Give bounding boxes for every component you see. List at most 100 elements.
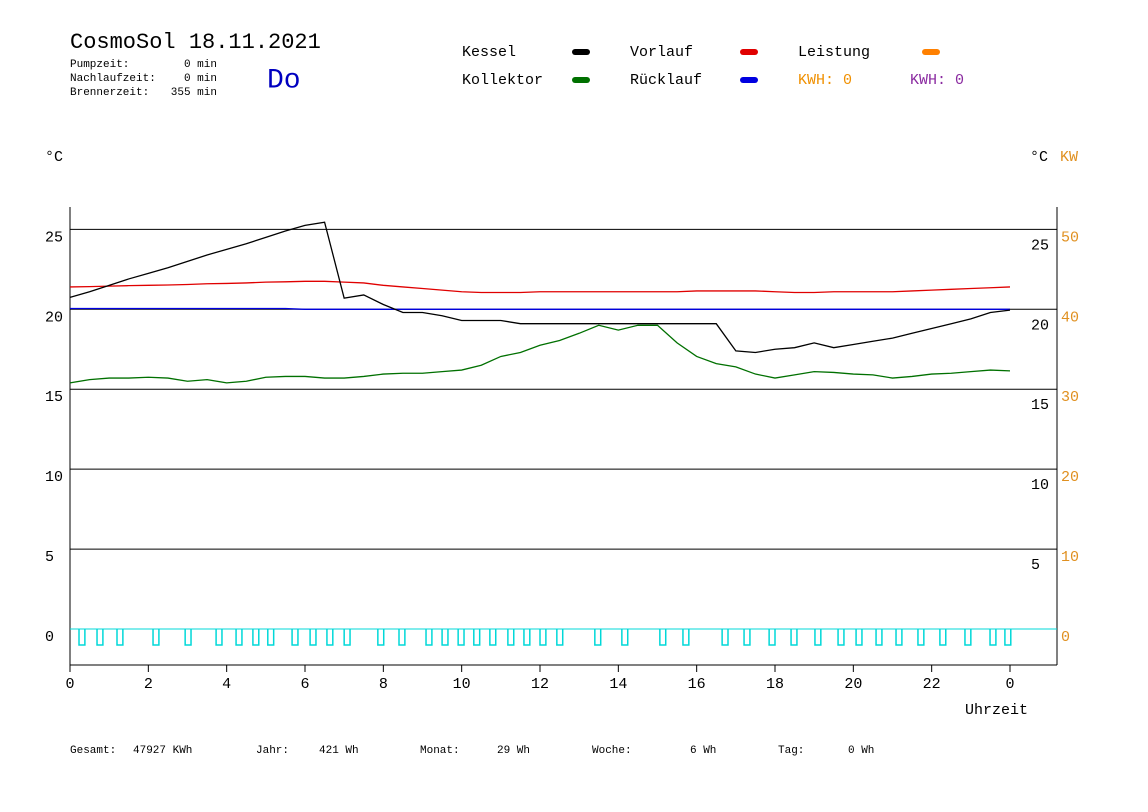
y2-tick-label: 30 [1061,389,1079,406]
stat-label: Pumpzeit: [70,59,129,71]
footer-value: 29 Wh [497,745,530,757]
x-tick-label: 20 [844,676,862,693]
y-right-tick-label: 10 [1031,477,1049,494]
y2-tick-label: 50 [1061,229,1079,246]
pulse [594,629,602,646]
pulse [425,629,433,646]
pulse [215,629,223,646]
series-line [69,221,1011,354]
pulse [814,629,822,646]
y-tick-label: 0 [45,629,54,646]
pulse [116,629,124,646]
y-tick-label: 15 [45,389,63,406]
x-tick-label: 16 [688,676,706,693]
x-tick-label: 6 [300,676,309,693]
pulse [235,629,243,646]
x-tick-label: 0 [1005,676,1014,693]
y2-tick-label: 10 [1061,549,1079,566]
pulse [939,629,947,646]
y-right-tick-label: 15 [1031,397,1049,414]
pulse [398,629,406,646]
pulse [457,629,465,646]
footer-value: 47927 KWh [133,745,192,757]
legend-swatch [922,49,940,55]
pulse [252,629,260,646]
pulse [682,629,690,646]
pulse [78,629,86,646]
pulse [1004,629,1012,646]
footer-label: Monat: [420,745,460,757]
footer-value: 0 Wh [848,745,874,757]
title: CosmoSol 18.11.2021 [70,30,321,55]
legend-swatch [740,49,758,55]
pulse [875,629,883,646]
y2-tick-label: 0 [1061,629,1070,646]
x-tick-label: 10 [453,676,471,693]
footer-label: Jahr: [256,745,289,757]
pulse [523,629,531,646]
day: Do [267,65,301,96]
legend-label: Leistung [798,44,870,61]
footer-value: 6 Wh [690,745,716,757]
footer-label: Tag: [778,745,804,757]
footer-label: Gesamt: [70,745,116,757]
pulse [989,629,997,646]
series-line [69,280,1011,294]
y-label: °C [45,149,63,166]
series-line [69,324,1011,384]
pulse [343,629,351,646]
legend-label: Kessel [462,44,516,61]
pulse [768,629,776,646]
pulse [309,629,317,646]
x-tick-label: 14 [609,676,627,693]
pulse [184,629,192,646]
x-tick-label: 4 [222,676,231,693]
pulse [96,629,104,646]
y-tick-label: 20 [45,309,63,326]
pulse [917,629,925,646]
stat-value: 0 min [184,73,217,85]
legend-label: Rücklauf [630,72,702,89]
x-tick-label: 2 [144,676,153,693]
y2-tick-label: 40 [1061,309,1079,326]
legend-swatch [740,77,758,83]
pulse [556,629,564,646]
pulse [895,629,903,646]
x-label: Uhrzeit [965,702,1028,719]
pulse [291,629,299,646]
pulse [267,629,275,646]
legend-label: Kollektor [462,72,543,89]
x-tick-label: 0 [65,676,74,693]
pulse [507,629,515,646]
legend-label: Vorlauf [630,44,693,61]
y2-label: KW [1060,149,1078,166]
kwh: KWH: 0 [910,72,964,89]
pulse [721,629,729,646]
y-tick-label: 5 [45,549,54,566]
y2-tick-label: 20 [1061,469,1079,486]
y-right-tick-label: 25 [1031,237,1049,254]
pulse [837,629,845,646]
pulse [743,629,751,646]
pulse [659,629,667,646]
x-tick-label: 22 [923,676,941,693]
x-tick-label: 18 [766,676,784,693]
pulse [790,629,798,646]
stat-label: Nachlaufzeit: [70,73,156,85]
y-right-label: °C [1030,149,1048,166]
footer-label: Woche: [592,745,632,757]
kwh: KWH: 0 [798,72,852,89]
legend-swatch [572,49,590,55]
pulse [621,629,629,646]
x-tick-label: 12 [531,676,549,693]
pulse [152,629,160,646]
pulse [855,629,863,646]
stat-value: 0 min [184,59,217,71]
y-tick-label: 10 [45,469,63,486]
pulse [964,629,972,646]
pulse [539,629,547,646]
y-tick-label: 25 [45,229,63,246]
x-tick-label: 8 [379,676,388,693]
